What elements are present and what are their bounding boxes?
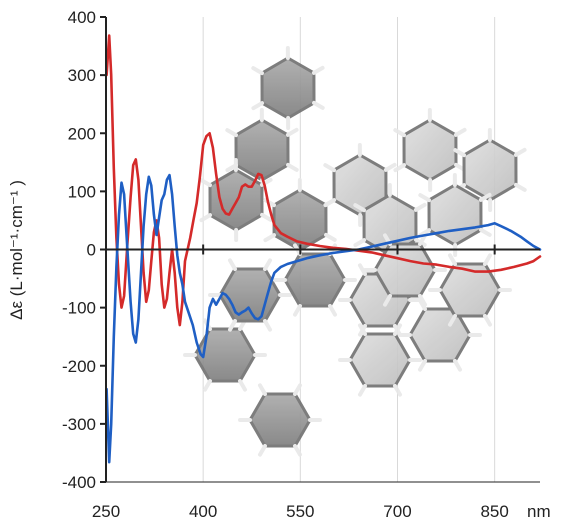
molecule-ring-lower-0 [248,392,312,448]
molecule-ring-lower-0-bond [293,383,302,397]
molecule-ring-upper-2-bond [199,213,213,223]
y-tick-label: 300 [68,66,96,85]
molecule-ring-lower-8-bond [393,323,402,337]
x-tick-label: 550 [286,502,314,521]
molecule-ring-lower-7 [373,242,437,298]
y-tick-label: 400 [68,8,96,27]
molecule-ring-lower-7-bond [418,293,427,307]
molecule-ring-lower-2-bond [263,318,272,332]
x-axis-label: nm [527,502,551,521]
molecule-ring-lower-3-bond [293,303,302,317]
molecule-ring-lower-2-bond [228,258,237,272]
molecule-ring-upper-5-bond [393,163,407,173]
y-tick-label: 200 [68,124,96,143]
molecule-ring-upper-0 [260,56,316,120]
molecule-ring-lower-6-bond [448,253,457,267]
molecule-ring-lower-5-bond [418,298,427,312]
x-tick-label: 400 [189,502,217,521]
molecule-ring-upper-2-bond [199,178,212,188]
molecule-ring-lower-7-bond [418,233,427,247]
helicene-molecule-image [183,46,527,457]
y-tick-label: -200 [62,357,96,376]
molecule-ring-upper-4-bond [323,198,337,208]
molecule-ring-upper-4-bond [323,163,336,173]
molecule-ring-upper-5-bond [393,128,406,138]
molecule-ring-lower-0-bond [258,383,267,397]
molecule-ring-upper-5-bond [453,127,467,137]
molecule-ring-lower-8-bond [393,383,402,397]
molecule-ring-lower-0-bond [293,443,302,457]
molecule-ring-lower-8-bond [358,323,367,337]
series-line-1 [105,173,542,464]
axes [100,16,540,483]
molecule-ring-upper-3-bond [263,233,277,243]
x-tick-label: 700 [383,502,411,521]
molecule-ring-lower-1-bond [203,378,212,392]
molecule-ring-upper-6-bond [453,148,466,158]
y-tick-label: -300 [62,415,96,434]
molecule-ring-upper-1-bond [285,127,299,137]
y-tick-label: 0 [87,241,96,260]
molecule-ring-upper-7-bond [418,228,432,238]
molecule-ring-upper-5 [402,118,458,182]
x-tick-labels: 250 400 550 700 850 [92,502,509,521]
molecule-ring-upper-4-bond [383,162,397,172]
molecule-ring-lower-6-bond [448,313,457,327]
molecule-ring-lower-6-bond [483,253,492,267]
molecule-ring-upper-7 [427,183,483,247]
molecule-ring-upper-8-bond [353,203,366,213]
molecule-ring-upper-2-bond [260,212,273,222]
molecule-ring-upper-8-bond [413,202,427,212]
molecule-ring-upper-0-bond [311,65,325,75]
molecule-ring-upper-3-bond [324,232,337,242]
molecule-ring-lower-5-bond [418,358,427,372]
y-tick-labels: 400 300 200 100 0 -100 -200 -300 -400 [62,8,96,492]
molecule-ring-upper-0-bond [312,100,325,110]
molecule-ring-upper-1 [234,118,290,182]
molecule-ring-upper-6-bond [513,147,527,157]
y-axis-label: Δε (L·mol⁻¹·cm⁻¹ ) [7,180,26,320]
molecule-ring-lower-1-bond [238,378,247,392]
molecule-ring-lower-6-bond [483,313,492,327]
y-tick-label: -100 [62,299,96,318]
molecule-ring-lower-2-bond [228,318,237,332]
molecule-ring-upper-1-bond [286,162,299,172]
molecule-ring-upper-7-bond [479,227,492,237]
y-tick-label: 100 [68,182,96,201]
molecule-ring-lower-7-bond [383,293,392,307]
molecule-ring-upper-6 [462,138,518,202]
molecule-ring-lower-8 [348,332,412,388]
molecule-ring-lower-4-bond [358,263,367,277]
molecule-ring-upper-7-bond [478,192,492,202]
molecule-ring-upper-6-bond [514,182,527,192]
y-tick-label: -400 [62,473,96,492]
molecule-ring-lower-0-bond [258,443,267,457]
molecule-ring-lower-3-bond [328,303,337,317]
x-tick-label: 850 [480,502,508,521]
molecule-ring-lower-8-bond [358,383,367,397]
molecule-ring-upper-0-bond [251,101,265,111]
x-tick-label: 250 [92,502,120,521]
molecule-ring-lower-2 [218,267,282,323]
molecule-ring-upper-1-bond [225,128,238,138]
molecule-ring-lower-5-bond [453,358,462,372]
molecule-ring-upper-7-bond [418,193,431,203]
molecule-ring-upper-0-bond [251,66,264,76]
molecule-ring-lower-2-bond [263,258,272,272]
molecule-ring-upper-8-bond [353,238,367,248]
